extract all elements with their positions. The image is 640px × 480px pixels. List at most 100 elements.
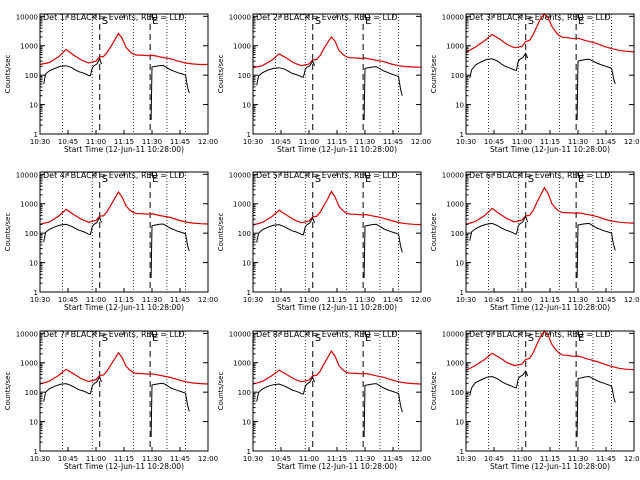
y-tick-label: 10000 [229,171,251,179]
y-tick-label: 1 [460,448,464,456]
y-tick-label: 100 [25,230,38,238]
lld-series-line [252,35,422,69]
x-tick-label: 11:45 [596,296,616,304]
y-tick-label: 10000 [442,171,464,179]
marker-label-e: E [152,16,158,27]
y-axis-label: Counts/sec [217,55,225,94]
x-tick-label: 11:30 [142,296,162,304]
x-tick-label: 11:15 [114,296,134,304]
x-tick-label: 10:30 [243,296,263,304]
y-axis-label: Counts/sec [4,372,12,411]
y-tick-label: 10000 [16,171,38,179]
y-tick-label: 10 [242,260,251,268]
x-tick-label: 11:45 [383,138,403,146]
panel-title: Det 2r BLACK = Events, RED = LLD [256,13,398,22]
panel-title: Det 1r BLACK = Events, RED = LLD [43,13,185,22]
plot-frame [252,171,422,293]
x-tick-label: 11:15 [327,296,347,304]
x-tick-label: 11:45 [596,455,616,463]
x-tick-label: 11:30 [568,296,588,304]
x-tick-label: 10:30 [456,296,476,304]
x-tick-label: 12:00 [624,455,640,463]
y-tick-label: 1 [247,131,251,139]
x-tick-label: 11:15 [327,455,347,463]
x-tick-label: 11:30 [355,455,375,463]
events-series-line [576,375,616,438]
plot-frame [39,171,209,293]
y-tick-label: 1 [34,448,38,456]
events-series-line [469,52,529,79]
y-axis-label: Counts/sec [430,213,438,252]
y-tick-label: 100 [238,230,251,238]
lld-series-line [465,13,635,53]
y-tick-label: 1 [460,131,464,139]
y-tick-label: 1000 [20,360,38,368]
marker-label-s: S [528,174,534,185]
y-tick-label: 10 [242,419,251,427]
events-series-line [576,58,616,121]
y-axis-label: Counts/sec [4,55,12,94]
marker-label-e: E [578,16,584,27]
y-tick-label: 100 [238,389,251,397]
x-axis-label: Start Time (12-Jun-11 10:28:00) [490,303,610,312]
y-tick-label: 100 [451,230,464,238]
events-series-line [363,383,403,438]
x-tick-label: 11:15 [114,455,134,463]
y-tick-label: 1 [460,289,464,297]
x-tick-label: 11:45 [170,138,190,146]
x-tick-label: 10:45 [271,296,291,304]
x-tick-label: 11:30 [568,138,588,146]
events-series-line [363,223,403,279]
marker-label-s: S [528,333,534,344]
marker-label-s: S [102,16,108,27]
marker-label-s: S [528,16,534,27]
x-tick-label: 11:00 [299,138,319,146]
y-tick-label: 10 [29,419,38,427]
y-tick-label: 10000 [16,13,38,21]
x-tick-label: 11:15 [540,296,560,304]
y-tick-label: 1000 [446,201,464,209]
events-series-line [43,216,103,243]
x-tick-label: 10:30 [456,455,476,463]
events-series-line [576,222,616,279]
lld-series-line [252,190,422,226]
x-axis-label: Start Time (12-Jun-11 10:28:00) [277,145,397,154]
x-axis-label: Start Time (12-Jun-11 10:28:00) [490,462,610,471]
y-tick-label: 1000 [20,43,38,51]
y-tick-label: 1 [247,289,251,297]
x-tick-label: 10:30 [456,138,476,146]
marker-label-s: S [315,16,321,27]
y-axis-label: Counts/sec [217,213,225,252]
x-tick-label: 10:30 [243,138,263,146]
events-series-line [256,216,316,243]
x-tick-label: 10:30 [30,455,50,463]
y-tick-label: 1 [247,448,251,456]
marker-label-e: E [365,16,371,27]
x-tick-label: 11:15 [327,138,347,146]
marker-label-e: E [365,174,371,185]
lld-series-line [39,32,208,66]
x-tick-label: 11:15 [114,138,134,146]
marker-label-e: E [578,174,584,185]
x-tick-label: 10:45 [484,138,504,146]
x-axis-label: Start Time (12-Jun-11 10:28:00) [64,462,184,471]
x-axis-label: Start Time (12-Jun-11 10:28:00) [64,303,184,312]
x-tick-label: 10:45 [58,296,78,304]
events-series-line [469,370,529,396]
y-tick-label: 1000 [233,201,251,209]
x-tick-label: 11:00 [86,296,106,304]
marker-label-s: S [315,333,321,344]
lld-series-line [39,351,209,385]
y-tick-label: 10 [29,260,38,268]
y-tick-label: 1000 [233,43,251,51]
y-tick-label: 1000 [20,201,38,209]
marker-label-e: E [365,333,371,344]
lld-series-line [465,330,635,371]
lld-series-line [39,190,209,225]
plot-frame [252,13,422,135]
y-tick-label: 100 [238,72,251,80]
